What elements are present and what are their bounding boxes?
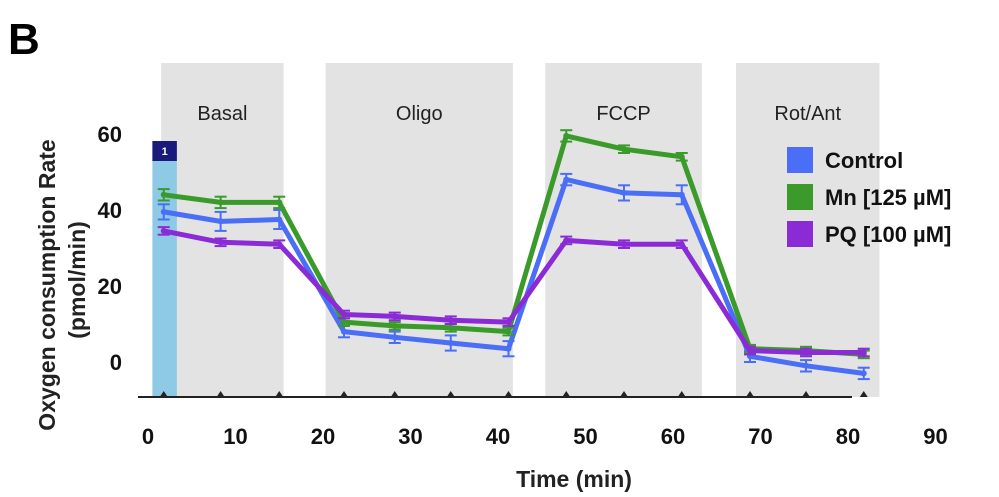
- measurement-tick-6: [504, 391, 513, 397]
- x-tick-label-8: 80: [836, 424, 860, 449]
- y-tick-label-1: 20: [98, 274, 122, 299]
- x-tick-label-3: 30: [398, 424, 422, 449]
- series-lines: [157, 129, 870, 381]
- data-point-1-6: [505, 328, 512, 335]
- x-tick-label-7: 70: [748, 424, 772, 449]
- data-point-0-8: [621, 189, 627, 196]
- x-tick-label-0: 0: [142, 424, 154, 449]
- data-point-0-6: [505, 345, 512, 352]
- measurement-tick-9: [677, 391, 686, 397]
- legend-swatch-0: [787, 147, 813, 173]
- data-point-1-9: [678, 153, 685, 160]
- data-point-2-6: [505, 319, 512, 326]
- legend: Control Mn [125 µM] PQ [100 µM]: [787, 147, 951, 247]
- measurement-ticks: [159, 391, 868, 397]
- data-point-2-9: [678, 241, 685, 248]
- data-point-2-5: [447, 317, 454, 324]
- x-tick-label-6: 60: [661, 424, 685, 449]
- measurement-tick-12: [859, 391, 868, 397]
- data-point-1-4: [391, 322, 398, 329]
- injection-badge-label: 1: [162, 146, 168, 158]
- data-point-0-4: [391, 334, 398, 341]
- phase-label-2: FCCP: [596, 103, 650, 125]
- measurement-tick-7: [562, 391, 571, 397]
- data-point-0-11: [803, 362, 809, 369]
- phase-label-3: Rot/Ant: [774, 103, 841, 125]
- data-point-1-2: [276, 199, 283, 206]
- x-tick-label-9: 90: [923, 424, 947, 449]
- data-point-2-10: [747, 347, 753, 354]
- data-point-2-8: [621, 241, 627, 248]
- data-point-2-12: [860, 349, 867, 356]
- y-axis-title-line1: Oxygen consumption Rate: [34, 139, 60, 430]
- data-point-1-7: [563, 132, 570, 139]
- data-point-1-1: [217, 199, 224, 206]
- data-point-0-7: [563, 176, 570, 183]
- data-point-1-8: [621, 146, 627, 153]
- phase-label-1: Oligo: [396, 103, 443, 125]
- measurement-tick-0: [159, 391, 168, 397]
- data-point-0-3: [341, 328, 347, 335]
- measurement-tick-8: [620, 391, 628, 397]
- data-point-0-5: [447, 340, 454, 346]
- measurement-tick-10: [746, 391, 754, 397]
- data-point-0-9: [678, 191, 685, 198]
- data-point-2-7: [563, 237, 570, 244]
- data-point-0-0: [160, 208, 167, 215]
- y-tick-labels: 0 20 40 60: [98, 122, 122, 375]
- data-point-2-1: [217, 239, 224, 246]
- legend-swatch-1: [787, 184, 813, 210]
- data-point-2-2: [276, 241, 283, 248]
- x-axis-title: Time (min): [516, 466, 632, 492]
- data-point-2-3: [341, 311, 347, 318]
- legend-label-0: Control: [825, 148, 903, 173]
- data-point-1-0: [160, 191, 167, 198]
- data-point-0-12: [860, 370, 867, 377]
- measurement-tick-2: [275, 391, 284, 397]
- injection-marker: 1: [152, 141, 177, 397]
- measurement-tick-1: [216, 391, 225, 397]
- data-point-1-3: [341, 319, 347, 326]
- measurement-tick-3: [340, 391, 348, 397]
- legend-label-1: Mn [125 µM]: [825, 185, 951, 210]
- y-tick-label-0: 0: [110, 350, 122, 375]
- x-tick-labels: 0 10 20 30 40 50 60 70 80 90: [142, 424, 948, 449]
- y-tick-label-3: 60: [98, 122, 122, 147]
- data-point-0-1: [217, 218, 224, 225]
- data-point-2-0: [160, 227, 167, 234]
- measurement-tick-5: [446, 391, 455, 397]
- panel-letter: B: [8, 15, 40, 64]
- series-2: [157, 226, 870, 358]
- data-point-2-4: [391, 313, 398, 320]
- x-tick-label-5: 50: [573, 424, 597, 449]
- measurement-tick-4: [390, 391, 399, 397]
- x-tick-label-4: 40: [486, 424, 510, 449]
- data-point-2-11: [803, 349, 809, 356]
- phase-backgrounds: Basal Oligo FCCP Rot/Ant: [161, 63, 880, 397]
- y-tick-label-2: 40: [98, 198, 122, 223]
- injection-badge: [152, 141, 177, 161]
- legend-swatch-2: [787, 221, 813, 247]
- legend-label-2: PQ [100 µM]: [825, 222, 951, 247]
- data-point-1-5: [447, 324, 454, 331]
- x-tick-label-2: 20: [311, 424, 335, 449]
- phase-label-0: Basal: [197, 103, 247, 125]
- data-point-0-2: [276, 216, 283, 223]
- y-axis-title-line2: (pmol/min): [64, 221, 90, 339]
- x-tick-label-1: 10: [223, 424, 247, 449]
- phase-region-2: [545, 63, 702, 397]
- measurement-tick-11: [802, 391, 810, 397]
